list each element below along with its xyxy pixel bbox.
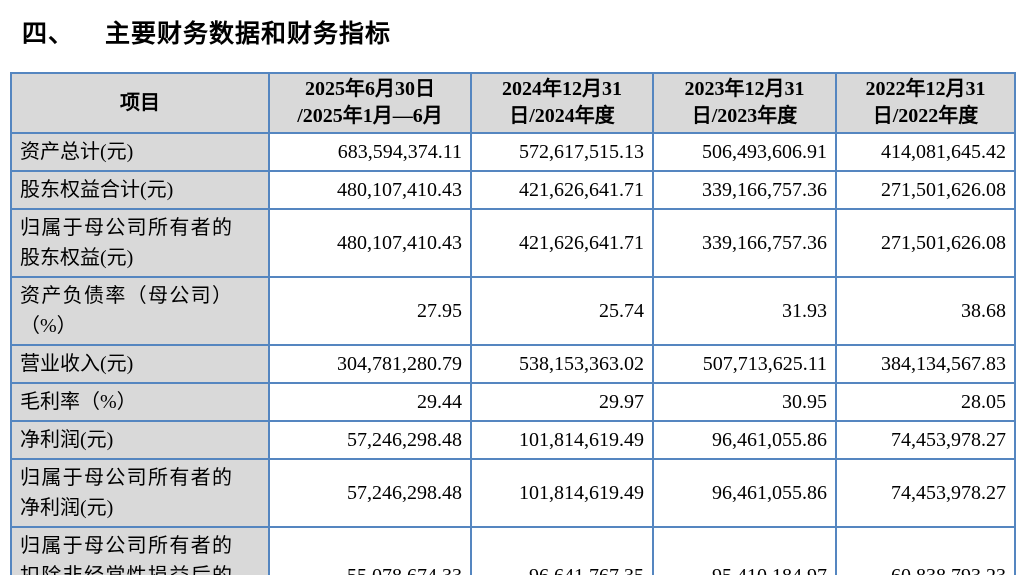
value-cell: 28.05 [835,382,1016,422]
value-cell: 55,078,674.33 [268,526,472,575]
row-label: 净利润(元) [10,420,270,460]
column-header-period-2024: 2024年12月31 日/2024年度 [470,72,654,134]
value-cell: 304,781,280.79 [268,344,472,384]
row-label: 毛利率（%） [10,382,270,422]
section-heading: 四、 主要财务数据和财务指标 [22,14,1023,50]
value-cell: 74,453,978.27 [835,458,1016,528]
value-cell: 57,246,298.48 [268,458,472,528]
row-label: 归属于母公司所有者的扣除非经常性损益后的净利润(元) [10,526,270,575]
row-label: 归属于母公司所有者的股东权益(元) [10,208,270,278]
table-row-net-profit: 净利润(元) 57,246,298.48 101,814,619.49 96,4… [10,420,1016,460]
value-cell: 384,134,567.83 [835,344,1016,384]
value-cell: 60,838,793.23 [835,526,1016,575]
value-cell: 96,641,767.35 [470,526,654,575]
row-label: 归属于母公司所有者的净利润(元) [10,458,270,528]
value-cell: 95,410,184.97 [652,526,837,575]
value-cell: 74,453,978.27 [835,420,1016,460]
table-row-debt-ratio: 资产负债率（母公司）（%） 27.95 25.74 31.93 38.68 [10,276,1016,346]
value-cell: 480,107,410.43 [268,208,472,278]
value-cell: 27.95 [268,276,472,346]
table-row-parent-net-profit: 归属于母公司所有者的净利润(元) 57,246,298.48 101,814,6… [10,458,1016,528]
table-row-revenue: 营业收入(元) 304,781,280.79 538,153,363.02 50… [10,344,1016,384]
value-cell: 31.93 [652,276,837,346]
financial-indicators-table: 项目 2025年6月30日 /2025年1月—6月 2024年12月31 日/2… [10,72,1016,575]
value-cell: 480,107,410.43 [268,170,472,210]
column-header-period-2022: 2022年12月31 日/2022年度 [835,72,1016,134]
value-cell: 101,814,619.49 [470,420,654,460]
row-label: 资产负债率（母公司）（%） [10,276,270,346]
column-header-item: 项目 [10,72,270,134]
value-cell: 38.68 [835,276,1016,346]
value-cell: 271,501,626.08 [835,170,1016,210]
value-cell: 421,626,641.71 [470,208,654,278]
table-header-row: 项目 2025年6月30日 /2025年1月—6月 2024年12月31 日/2… [10,72,1016,134]
section-number: 四、 [22,19,75,48]
value-cell: 30.95 [652,382,837,422]
value-cell: 506,493,606.91 [652,132,837,172]
value-cell: 538,153,363.02 [470,344,654,384]
value-cell: 29.44 [268,382,472,422]
column-header-period-2025: 2025年6月30日 /2025年1月—6月 [268,72,472,134]
table-row-parent-net-profit-excl-nonrecurring: 归属于母公司所有者的扣除非经常性损益后的净利润(元) 55,078,674.33… [10,526,1016,575]
table-row-parent-equity: 归属于母公司所有者的股东权益(元) 480,107,410.43 421,626… [10,208,1016,278]
value-cell: 29.97 [470,382,654,422]
value-cell: 57,246,298.48 [268,420,472,460]
value-cell: 572,617,515.13 [470,132,654,172]
value-cell: 96,461,055.86 [652,420,837,460]
page-title: 主要财务数据和财务指标 [105,19,392,48]
value-cell: 507,713,625.11 [652,344,837,384]
value-cell: 96,461,055.86 [652,458,837,528]
value-cell: 101,814,619.49 [470,458,654,528]
table-row-total-assets: 资产总计(元) 683,594,374.11 572,617,515.13 50… [10,132,1016,172]
value-cell: 339,166,757.36 [652,170,837,210]
row-label: 营业收入(元) [10,344,270,384]
row-label: 股东权益合计(元) [10,170,270,210]
value-cell: 271,501,626.08 [835,208,1016,278]
table-row-gross-margin: 毛利率（%） 29.44 29.97 30.95 28.05 [10,382,1016,422]
row-label: 资产总计(元) [10,132,270,172]
value-cell: 339,166,757.36 [652,208,837,278]
table-row-total-equity: 股东权益合计(元) 480,107,410.43 421,626,641.71 … [10,170,1016,210]
value-cell: 414,081,645.42 [835,132,1016,172]
column-header-period-2023: 2023年12月31 日/2023年度 [652,72,837,134]
value-cell: 683,594,374.11 [268,132,472,172]
value-cell: 421,626,641.71 [470,170,654,210]
value-cell: 25.74 [470,276,654,346]
